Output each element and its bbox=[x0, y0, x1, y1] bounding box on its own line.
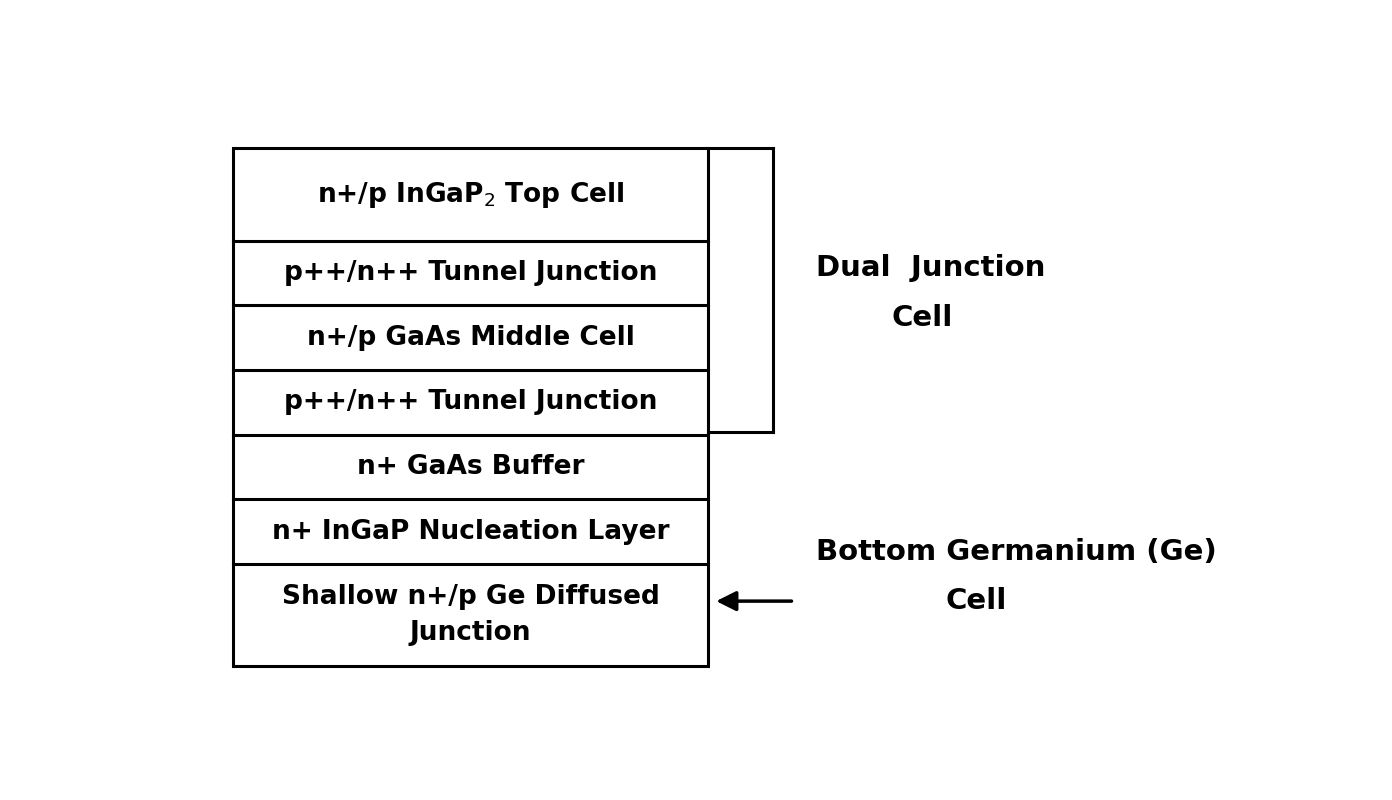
Text: Cell: Cell bbox=[945, 587, 1006, 615]
Text: n+/p GaAs Middle Cell: n+/p GaAs Middle Cell bbox=[306, 325, 635, 350]
Text: n+ GaAs Buffer: n+ GaAs Buffer bbox=[356, 454, 585, 480]
Text: Bottom Germanium (Ge): Bottom Germanium (Ge) bbox=[816, 538, 1217, 566]
Text: p++/n++ Tunnel Junction: p++/n++ Tunnel Junction bbox=[284, 260, 657, 286]
Text: n+/p InGaP$_2$ Top Cell: n+/p InGaP$_2$ Top Cell bbox=[317, 179, 624, 210]
Text: Cell: Cell bbox=[891, 304, 952, 332]
Text: Dual  Junction: Dual Junction bbox=[816, 254, 1045, 282]
Text: Shallow n+/p Ge Diffused
Junction: Shallow n+/p Ge Diffused Junction bbox=[281, 584, 660, 646]
Text: p++/n++ Tunnel Junction: p++/n++ Tunnel Junction bbox=[284, 390, 657, 415]
Bar bbox=[234, 148, 709, 666]
Text: n+ InGaP Nucleation Layer: n+ InGaP Nucleation Layer bbox=[271, 519, 670, 545]
